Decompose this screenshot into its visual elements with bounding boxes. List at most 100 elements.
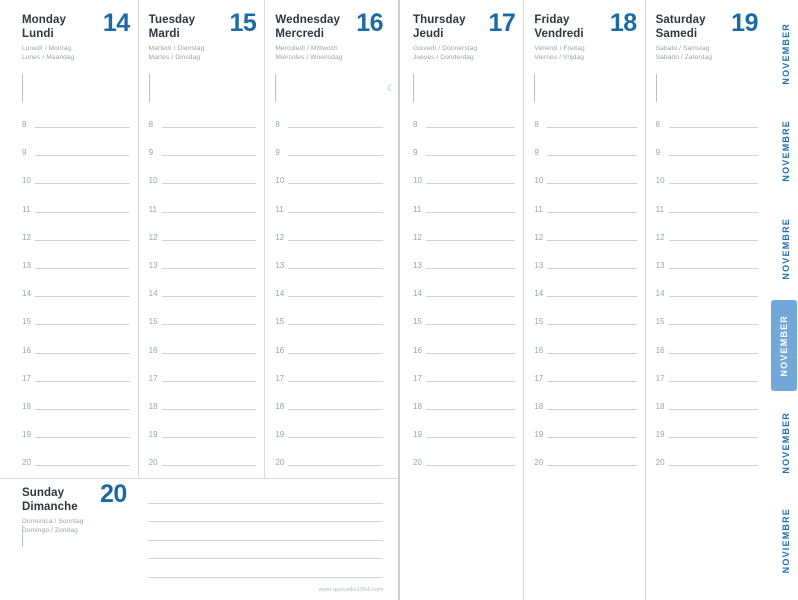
- hour-grid-tuesday[interactable]: 8 9 10 11 12 13 14 15 16 17 18 19 20: [149, 112, 257, 600]
- hour-writing-line[interactable]: [288, 380, 384, 382]
- hour-writing-line[interactable]: [426, 437, 516, 439]
- hour-row[interactable]: 16: [534, 338, 637, 366]
- hour-row[interactable]: 10: [275, 168, 384, 196]
- hour-row[interactable]: 11: [22, 197, 130, 225]
- hour-row[interactable]: 13: [534, 253, 637, 281]
- hour-row[interactable]: 12: [275, 225, 384, 253]
- hour-writing-line[interactable]: [426, 267, 516, 269]
- hour-writing-line[interactable]: [668, 296, 758, 298]
- hour-row[interactable]: 12: [149, 225, 257, 253]
- hour-writing-line[interactable]: [35, 437, 130, 439]
- hour-row[interactable]: 11: [534, 197, 637, 225]
- day-column-wednesday[interactable]: Wednesday Mercredi 16 Mercoledì / Mittwo…: [264, 0, 399, 600]
- hour-row[interactable]: 17: [656, 366, 758, 394]
- hour-row[interactable]: 20: [22, 450, 130, 478]
- hour-row[interactable]: 9: [656, 140, 758, 168]
- hour-grid-friday[interactable]: 8 9 10 11 12 13 14 15 16 17 18 19 20: [534, 112, 637, 600]
- hour-grid-wednesday[interactable]: 8 9 10 11 12 13 14 15 16 17 18 19 20: [275, 112, 384, 600]
- hour-row[interactable]: 20: [534, 450, 637, 478]
- hour-writing-line[interactable]: [426, 380, 516, 382]
- sunday-writing-line[interactable]: [148, 485, 383, 504]
- hour-writing-line[interactable]: [547, 267, 637, 269]
- hour-row[interactable]: 16: [275, 338, 384, 366]
- hour-writing-line[interactable]: [161, 324, 257, 326]
- hour-writing-line[interactable]: [547, 437, 637, 439]
- hour-writing-line[interactable]: [35, 465, 130, 467]
- hour-writing-line[interactable]: [288, 183, 384, 185]
- hour-row[interactable]: 8: [22, 112, 130, 140]
- hour-row[interactable]: 14: [656, 281, 758, 309]
- hour-writing-line[interactable]: [161, 408, 257, 410]
- hour-writing-line[interactable]: [161, 211, 257, 213]
- hour-row[interactable]: 14: [149, 281, 257, 309]
- hour-row[interactable]: 14: [413, 281, 516, 309]
- hour-writing-line[interactable]: [426, 296, 516, 298]
- hour-grid-saturday[interactable]: 8 9 10 11 12 13 14 15 16 17 18 19 20: [656, 112, 758, 600]
- sunday-writing-line[interactable]: [148, 541, 383, 559]
- hour-writing-line[interactable]: [547, 183, 637, 185]
- hour-row[interactable]: 8: [275, 112, 384, 140]
- hour-row[interactable]: 13: [656, 253, 758, 281]
- hour-writing-line[interactable]: [288, 324, 384, 326]
- hour-row[interactable]: 15: [275, 309, 384, 337]
- hour-writing-line[interactable]: [35, 324, 130, 326]
- month-tab-november-0[interactable]: NOVEMBER: [774, 8, 798, 99]
- hour-row[interactable]: 19: [22, 422, 130, 450]
- hour-row[interactable]: 10: [656, 168, 758, 196]
- hour-writing-line[interactable]: [35, 155, 130, 157]
- hour-row[interactable]: 19: [413, 422, 516, 450]
- hour-writing-line[interactable]: [547, 211, 637, 213]
- hour-row[interactable]: 19: [534, 422, 637, 450]
- hour-row[interactable]: 15: [534, 309, 637, 337]
- hour-writing-line[interactable]: [161, 352, 257, 354]
- day-column-thursday[interactable]: Thursday Jeudi 17 Giovedì / Donnerstag J…: [399, 0, 523, 600]
- hour-writing-line[interactable]: [35, 183, 130, 185]
- hour-row[interactable]: 17: [275, 366, 384, 394]
- day-block-sunday[interactable]: Sunday Dimanche 20 Domenica / Sonntag Do…: [0, 478, 399, 600]
- month-tab-noviembre-5[interactable]: NOVIEMBRE: [774, 495, 798, 586]
- hour-writing-line[interactable]: [668, 380, 758, 382]
- hour-row[interactable]: 12: [656, 225, 758, 253]
- hour-writing-line[interactable]: [426, 352, 516, 354]
- hour-row[interactable]: 10: [534, 168, 637, 196]
- hour-writing-line[interactable]: [668, 465, 758, 467]
- hour-row[interactable]: 10: [413, 168, 516, 196]
- hour-writing-line[interactable]: [668, 267, 758, 269]
- hour-writing-line[interactable]: [161, 127, 257, 128]
- hour-row[interactable]: 20: [149, 450, 257, 478]
- hour-row[interactable]: 15: [22, 309, 130, 337]
- hour-row[interactable]: 12: [22, 225, 130, 253]
- hour-row[interactable]: 19: [275, 422, 384, 450]
- hour-writing-line[interactable]: [35, 352, 130, 354]
- month-tab-november-3[interactable]: NOVEMBER: [771, 300, 797, 392]
- hour-row[interactable]: 9: [275, 140, 384, 168]
- hour-row[interactable]: 14: [22, 281, 130, 309]
- hour-row[interactable]: 12: [413, 225, 516, 253]
- hour-writing-line[interactable]: [161, 296, 257, 298]
- hour-writing-line[interactable]: [668, 239, 758, 241]
- hour-row[interactable]: 9: [534, 140, 637, 168]
- hour-row[interactable]: 17: [534, 366, 637, 394]
- hour-writing-line[interactable]: [668, 324, 758, 326]
- hour-row[interactable]: 15: [149, 309, 257, 337]
- hour-row[interactable]: 8: [413, 112, 516, 140]
- sunday-writing-line[interactable]: [148, 559, 383, 578]
- hour-writing-line[interactable]: [547, 296, 637, 298]
- hour-row[interactable]: 10: [22, 168, 130, 196]
- hour-row[interactable]: 13: [149, 253, 257, 281]
- hour-writing-line[interactable]: [288, 296, 384, 298]
- hour-writing-line[interactable]: [288, 267, 384, 269]
- hour-row[interactable]: 20: [275, 450, 384, 478]
- hour-writing-line[interactable]: [547, 380, 637, 382]
- hour-row[interactable]: 19: [656, 422, 758, 450]
- hour-writing-line[interactable]: [161, 239, 257, 241]
- hour-writing-line[interactable]: [35, 211, 130, 213]
- hour-writing-line[interactable]: [668, 155, 758, 157]
- hour-row[interactable]: 15: [656, 309, 758, 337]
- hour-row[interactable]: 18: [22, 394, 130, 422]
- hour-writing-line[interactable]: [668, 127, 758, 128]
- hour-writing-line[interactable]: [668, 352, 758, 354]
- hour-writing-line[interactable]: [547, 239, 637, 241]
- hour-writing-line[interactable]: [161, 155, 257, 157]
- hour-row[interactable]: 20: [413, 450, 516, 478]
